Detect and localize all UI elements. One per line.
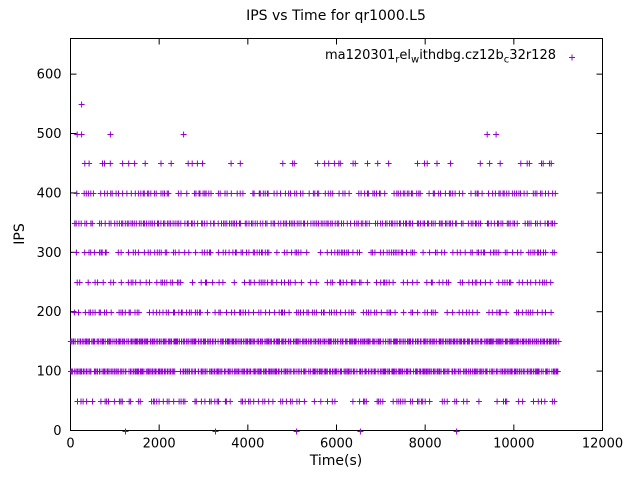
y-tick-label: 100 [37,365,62,380]
x-tick-label: 8000 [409,437,442,452]
y-tick-label: 200 [37,305,62,320]
y-axis-label: IPS [12,223,28,245]
y-tick-label: 0 [53,424,61,439]
legend-series-label: ma120301relwithdbg.cz12bc32r128 [324,48,556,66]
legend-entry: ma120301relwithdbg.cz12bc32r128 [240,48,556,66]
x-tick-label: 4000 [231,437,264,452]
x-tick-label: 0 [66,437,74,452]
scatter-points [67,54,575,435]
y-tick-label: 600 [37,68,62,83]
x-tick-label: 10000 [493,437,534,452]
x-tick-label: 2000 [143,437,176,452]
x-axis-label: Time(s) [309,453,363,469]
y-tick-label: 400 [37,186,62,201]
y-tick-label: 300 [37,246,62,261]
x-tick-label: 12000 [582,437,623,452]
chart-title: IPS vs Time for qr1000.L5 [246,8,426,24]
x-tick-label: 6000 [320,437,353,452]
y-tick-label: 500 [37,127,62,142]
